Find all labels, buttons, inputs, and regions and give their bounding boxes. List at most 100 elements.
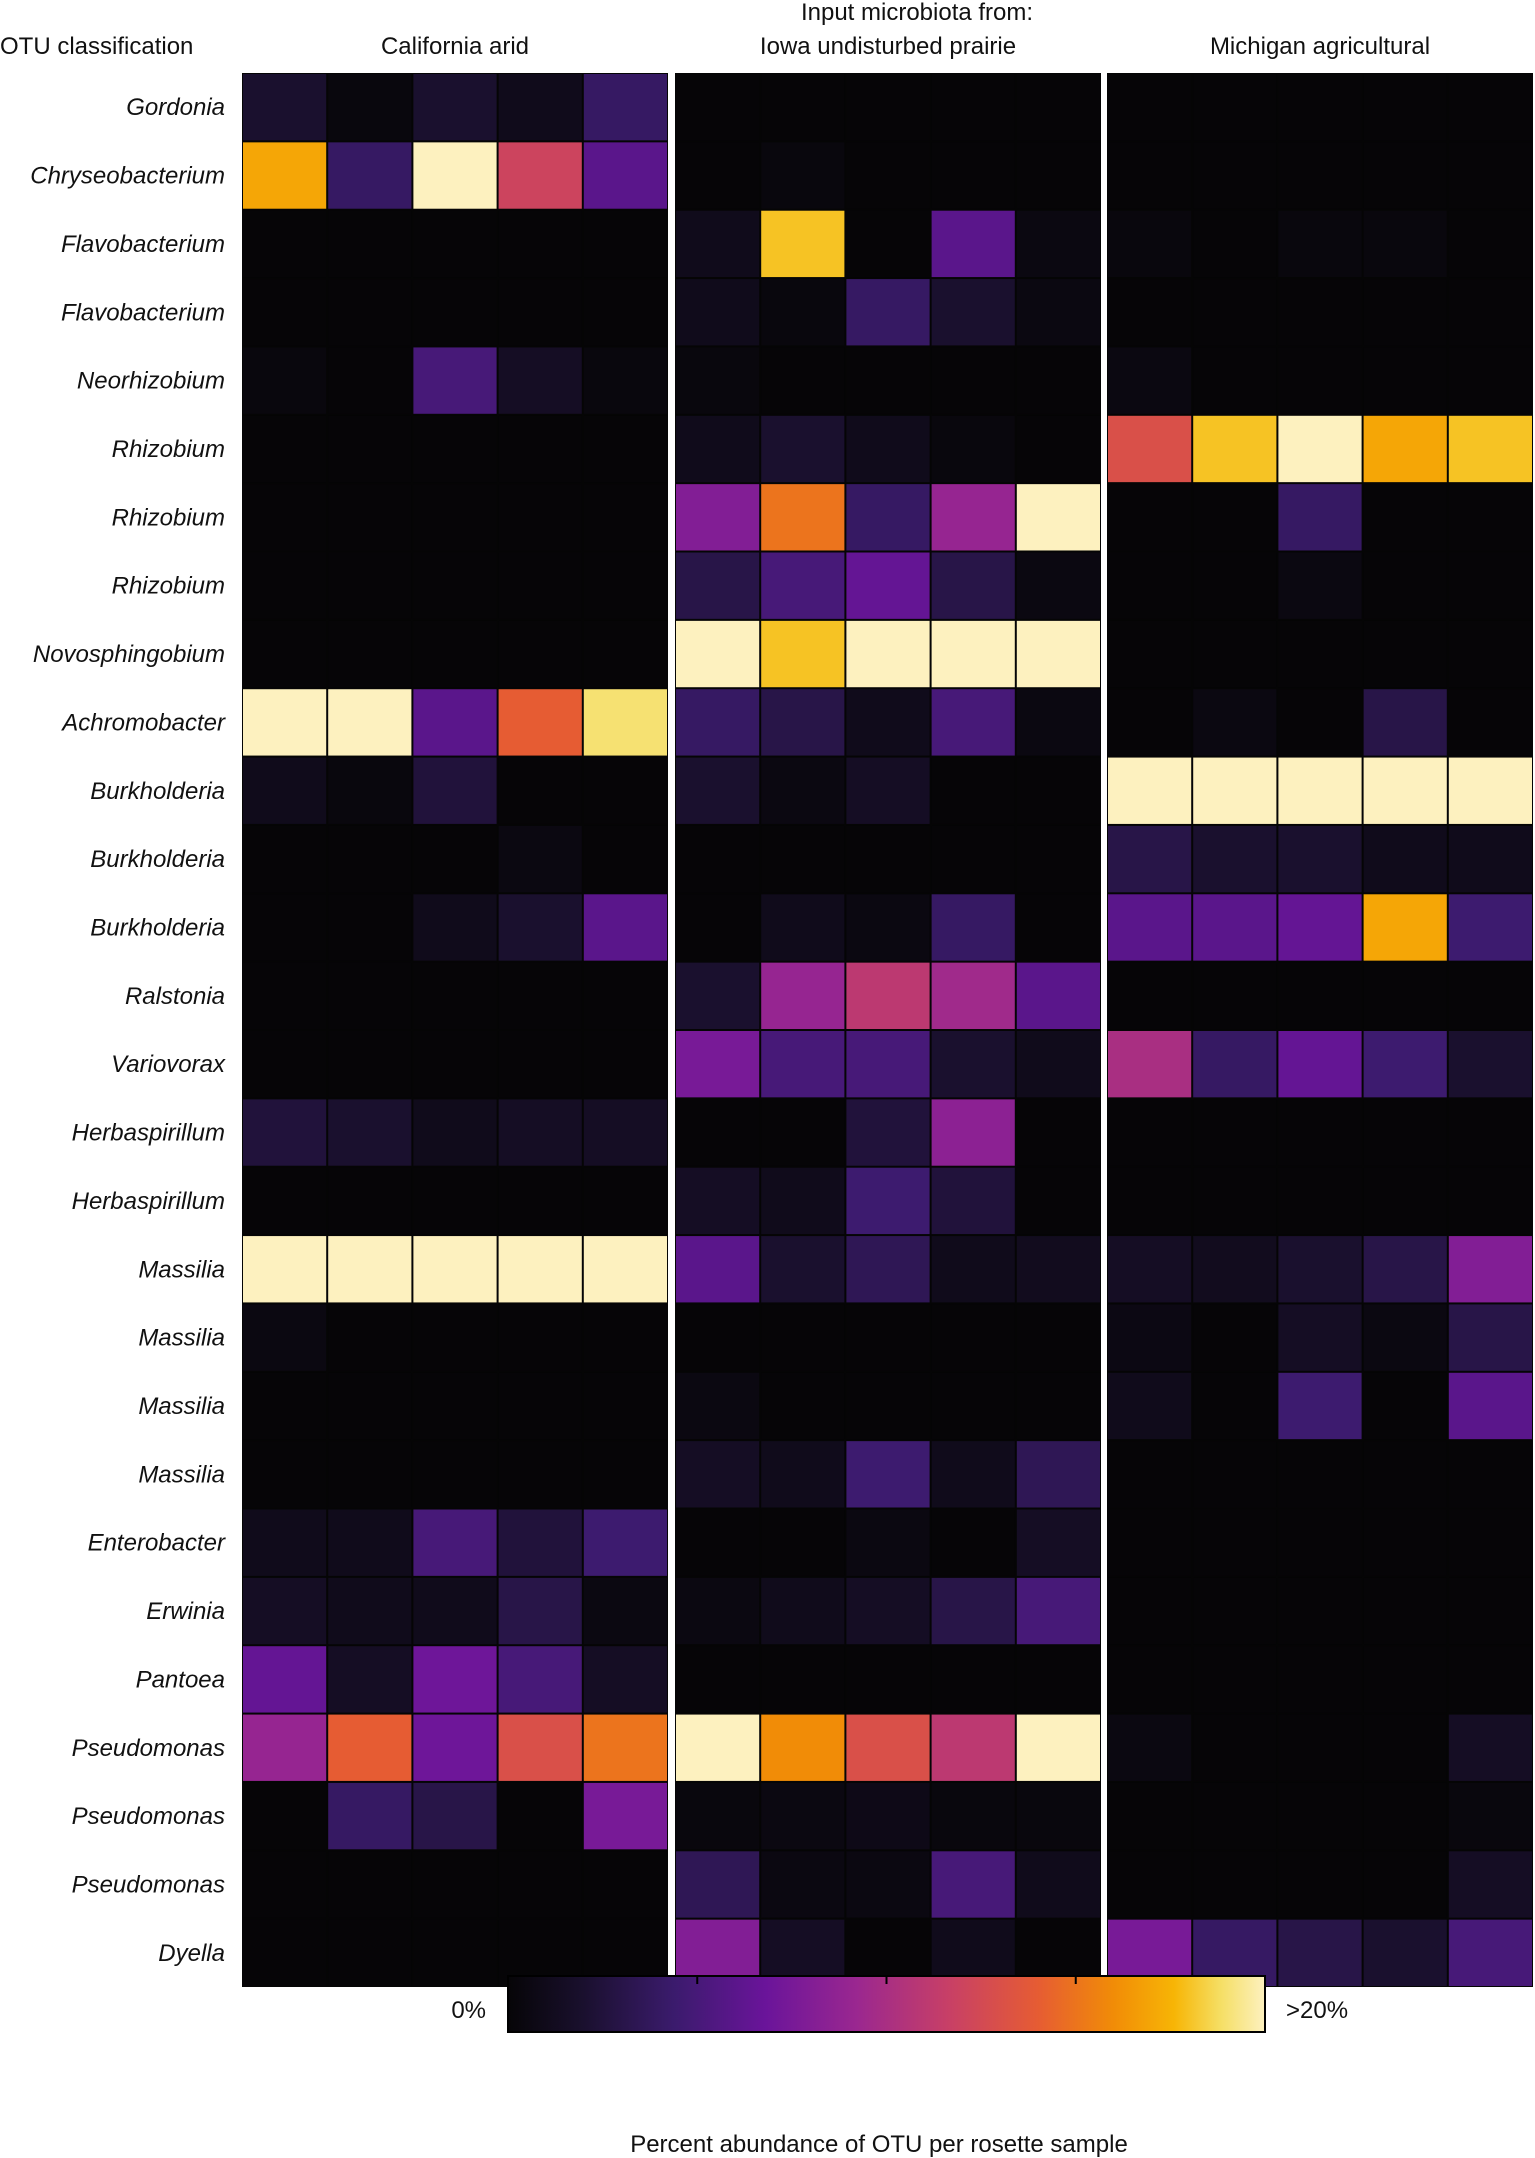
heatmap-cell [761, 962, 845, 1029]
heatmap-cell [1193, 1577, 1277, 1645]
heatmap-cell [1108, 1167, 1192, 1235]
heatmap-cell [498, 1577, 582, 1645]
heatmap-cell [761, 825, 845, 893]
row-label: Enterobacter [88, 1530, 226, 1557]
heatmap-cell [498, 894, 582, 961]
heatmap-cell [328, 1304, 412, 1371]
heatmap-cell [498, 1031, 582, 1098]
heatmap-cell [1278, 620, 1362, 688]
heatmap-cell [676, 689, 760, 756]
heatmap-cell [1108, 1851, 1192, 1918]
panel-title: Michigan agricultural [1210, 33, 1430, 60]
heatmap-cell [498, 142, 582, 209]
heatmap-cell [1193, 962, 1277, 1029]
row-label: Pseudomonas [72, 1871, 225, 1898]
heatmap-cell [1193, 1031, 1277, 1098]
row-label: Burkholderia [90, 846, 225, 873]
row-label: Pseudomonas [72, 1803, 225, 1830]
heatmap-cell [1193, 484, 1277, 551]
heatmap-cell [413, 279, 497, 346]
heatmap-cell [328, 1441, 412, 1508]
heatmap-cell [413, 894, 497, 961]
heatmap-cell [1363, 1099, 1447, 1166]
heatmap-cell [761, 1509, 845, 1576]
heatmap-cell [243, 1646, 327, 1713]
heatmap-cell [846, 484, 930, 551]
heatmap-cell [1108, 142, 1192, 209]
heatmap-cell [413, 1919, 497, 1986]
heatmap-cell [931, 1782, 1015, 1850]
heatmap-cell [1016, 894, 1100, 961]
heatmap-cell [1363, 894, 1447, 961]
heatmap-cell [243, 1441, 327, 1508]
heatmap-cell [761, 757, 845, 824]
heatmap-cell [1108, 620, 1192, 688]
heatmap-cell [1108, 552, 1192, 619]
heatmap-cell [931, 347, 1015, 414]
heatmap-cell [1363, 620, 1447, 688]
heatmap-cell [413, 962, 497, 1029]
heatmap-cell [676, 825, 760, 893]
heatmap-cell [583, 1372, 667, 1440]
heatmap-cell [498, 484, 582, 551]
heatmap-cell [583, 894, 667, 961]
heatmap-cell [413, 1509, 497, 1576]
heatmap-cell [243, 757, 327, 824]
heatmap-cell [846, 757, 930, 824]
heatmap-panel [1107, 73, 1533, 1987]
heatmap-cell [413, 74, 497, 141]
heatmap-cell [413, 1851, 497, 1918]
heatmap-cell [761, 620, 845, 688]
heatmap-cell [931, 484, 1015, 551]
heatmap-cell [328, 757, 412, 824]
heatmap-cell [931, 1304, 1015, 1371]
heatmap-cell [676, 415, 760, 483]
heatmap-cell [846, 1577, 930, 1645]
heatmap-cell [1016, 1441, 1100, 1508]
heatmap-cell [583, 1031, 667, 1098]
heatmap-cell [846, 1782, 930, 1850]
heatmap-cell [583, 962, 667, 1029]
heatmap-cell [761, 279, 845, 346]
heatmap-cell [1016, 1919, 1100, 1986]
row-label: Dyella [158, 1940, 225, 1967]
row-label: Massilia [138, 1461, 225, 1488]
heatmap-cell [1278, 552, 1362, 619]
heatmap-cell [1108, 74, 1192, 141]
heatmap-cell [846, 1714, 930, 1781]
panel-title: California arid [381, 33, 529, 60]
heatmap-cell [761, 1236, 845, 1303]
heatmap-cell [1448, 1646, 1532, 1713]
heatmap-cell [846, 1441, 930, 1508]
heatmap-cell [1448, 210, 1532, 278]
heatmap-cell [498, 689, 582, 756]
heatmap-cell [243, 484, 327, 551]
heatmap-cell [1016, 1646, 1100, 1713]
heatmap-cell [931, 962, 1015, 1029]
heatmap-cell [1193, 620, 1277, 688]
row-label: Rhizobium [112, 573, 225, 600]
heatmap-cell [931, 620, 1015, 688]
heatmap-cell [1448, 689, 1532, 756]
heatmap-cell [1193, 825, 1277, 893]
heatmap-cell [676, 1509, 760, 1576]
heatmap-cell [498, 347, 582, 414]
heatmap-cell [583, 74, 667, 141]
heatmap-cell [846, 1236, 930, 1303]
row-label: Massilia [138, 1393, 225, 1420]
heatmap-cell [498, 1441, 582, 1508]
heatmap-cell [328, 962, 412, 1029]
row-label: Burkholderia [90, 914, 225, 941]
heatmap-cell [1278, 825, 1362, 893]
heatmap-cell [1108, 825, 1192, 893]
heatmap-cell [931, 1441, 1015, 1508]
heatmap-cell [846, 74, 930, 141]
heatmap-cell [846, 279, 930, 346]
heatmap-cell [328, 1031, 412, 1098]
heatmap-cell [583, 757, 667, 824]
row-label: Rhizobium [112, 504, 225, 531]
heatmap-cell [676, 142, 760, 209]
heatmap-cell [931, 689, 1015, 756]
heatmap-cell [413, 1577, 497, 1645]
heatmap-cell [583, 620, 667, 688]
